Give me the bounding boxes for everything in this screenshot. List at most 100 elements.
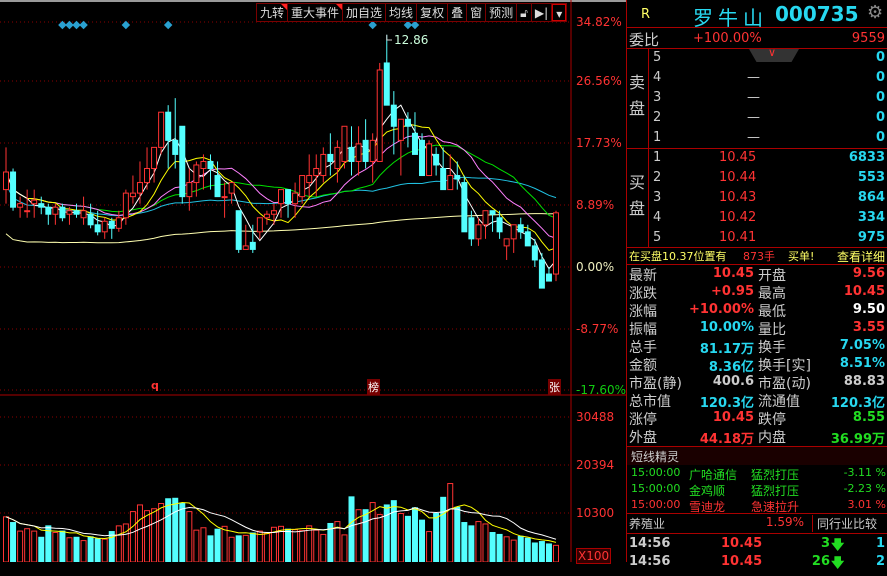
industry-compare-button[interactable]: 同行业比较 [812, 515, 877, 532]
volume-bar [517, 535, 524, 562]
toolbar-ma-button[interactable]: 均线 [386, 4, 418, 21]
candle-body [285, 189, 292, 205]
notice-volume: 873手 [743, 250, 775, 263]
sprite-stock: 广哈通信 [689, 468, 738, 482]
stat-value: 10.00% [699, 320, 754, 335]
candle-body [263, 213, 270, 219]
candle-body [545, 273, 552, 282]
volume-bar [320, 533, 327, 562]
toolbar-overlay-button[interactable]: 叠 [448, 4, 468, 21]
volume-bar [531, 542, 538, 562]
candle-body [179, 125, 186, 198]
stat-value: 44.18万 [699, 432, 754, 447]
volume-bar [433, 512, 440, 562]
collapse-toggle[interactable]: ∨ [749, 49, 799, 62]
volume-bar [221, 525, 228, 562]
stat-label: 跌停 [758, 412, 786, 428]
candle-body [151, 146, 158, 169]
tick-count: 1 [875, 536, 885, 551]
stat-label: 换手[实] [758, 358, 811, 374]
candle-body [468, 217, 475, 240]
candle-body [221, 196, 228, 199]
volume-bar [355, 509, 362, 562]
chart-toolbar: 九转 重大事件 加自选 均线 复权 叠 窗 预测 🔓︎ ▶| ▾ [256, 3, 568, 22]
level-price: 10.45 [719, 150, 757, 165]
candle-body [278, 189, 284, 205]
candle-body [108, 220, 115, 229]
jump-end-icon[interactable]: ▶| [532, 4, 553, 21]
view-detail-link[interactable]: 查看详细 [836, 250, 885, 264]
kline-chart[interactable] [0, 0, 626, 562]
sprite-time: 15:00:00 [631, 498, 681, 511]
toolbar-events-button[interactable]: 重大事件 [288, 4, 344, 21]
volume-bar [87, 536, 94, 562]
toolbar-adjust-button[interactable]: 复权 [417, 4, 449, 21]
volume-bar [122, 523, 129, 562]
toolbar-forecast-button[interactable]: 预测 [486, 4, 518, 21]
candle-body [531, 245, 538, 261]
candle-body [31, 199, 38, 205]
candle-body [355, 143, 362, 162]
lock-icon[interactable]: 🔓︎ [517, 4, 532, 21]
level-price: 10.42 [719, 210, 757, 225]
volume-bar [10, 522, 17, 562]
candle-body [80, 210, 87, 219]
candle-body [334, 146, 341, 169]
volume-bar [101, 538, 108, 562]
candle-body [517, 224, 524, 233]
candle-body [24, 210, 31, 213]
volume-bar [362, 509, 369, 562]
candle-body [17, 203, 24, 208]
buy-label: 买盘 [629, 173, 646, 218]
candle-body [136, 182, 143, 194]
dropdown-icon[interactable]: ▾ [552, 4, 567, 21]
stat-label: 涨停 [629, 412, 657, 428]
volume-bar [404, 515, 411, 562]
volume-bar [94, 538, 101, 562]
stat-label: 外盘 [629, 430, 657, 446]
candle-body [538, 259, 545, 289]
stock-name: 罗牛山 [693, 6, 768, 30]
stat-label: 流通值 [758, 394, 800, 410]
marker-bang[interactable]: 榜 [367, 379, 380, 395]
volume-bar [151, 508, 158, 562]
stat-label: 换手 [758, 340, 786, 356]
marker-zhang[interactable]: 张 [548, 379, 561, 395]
volume-bar [524, 537, 531, 562]
volume-bar [66, 537, 73, 562]
volume-bar [468, 525, 475, 562]
candle-body [207, 160, 214, 169]
stat-value: 9.50 [852, 302, 885, 317]
volume-bar [136, 504, 143, 562]
volume-bar [489, 532, 496, 562]
candle-body [45, 206, 52, 215]
marker-q[interactable]: q [151, 379, 159, 392]
industry-name[interactable]: 养殖业 [629, 517, 666, 531]
level-number: 2 [653, 170, 662, 185]
volume-bar [3, 516, 9, 562]
level-volume: 0 [875, 110, 885, 125]
axis-label: 26.56% [576, 74, 622, 88]
toolbar-window-button[interactable]: 窗 [467, 4, 487, 21]
volume-bar [475, 521, 482, 562]
candle-body [52, 206, 59, 215]
candle-body [73, 210, 80, 215]
stat-value: 120.3亿 [830, 396, 885, 411]
stat-value: 120.3亿 [699, 396, 754, 411]
level-price: — [747, 70, 760, 85]
stat-label: 市盈(动) [758, 376, 811, 392]
stat-label: 振幅 [629, 322, 657, 338]
volume-bar [496, 533, 503, 562]
volume-bar [397, 512, 404, 562]
stat-label: 内盘 [758, 430, 786, 446]
candle-body [38, 203, 45, 208]
candle-body [249, 241, 256, 250]
volume-bar [73, 536, 80, 562]
vol-ma10-line [5, 506, 557, 540]
gear-icon[interactable]: ⚙ [867, 2, 884, 23]
toolbar-jiuzhuan-button[interactable]: 九转 [257, 4, 289, 21]
toolbar-add-watchlist-button[interactable]: 加自选 [343, 4, 387, 21]
axis-label: 8.89% [576, 198, 615, 212]
volume-bar [454, 506, 461, 562]
volume-bar [179, 502, 186, 562]
